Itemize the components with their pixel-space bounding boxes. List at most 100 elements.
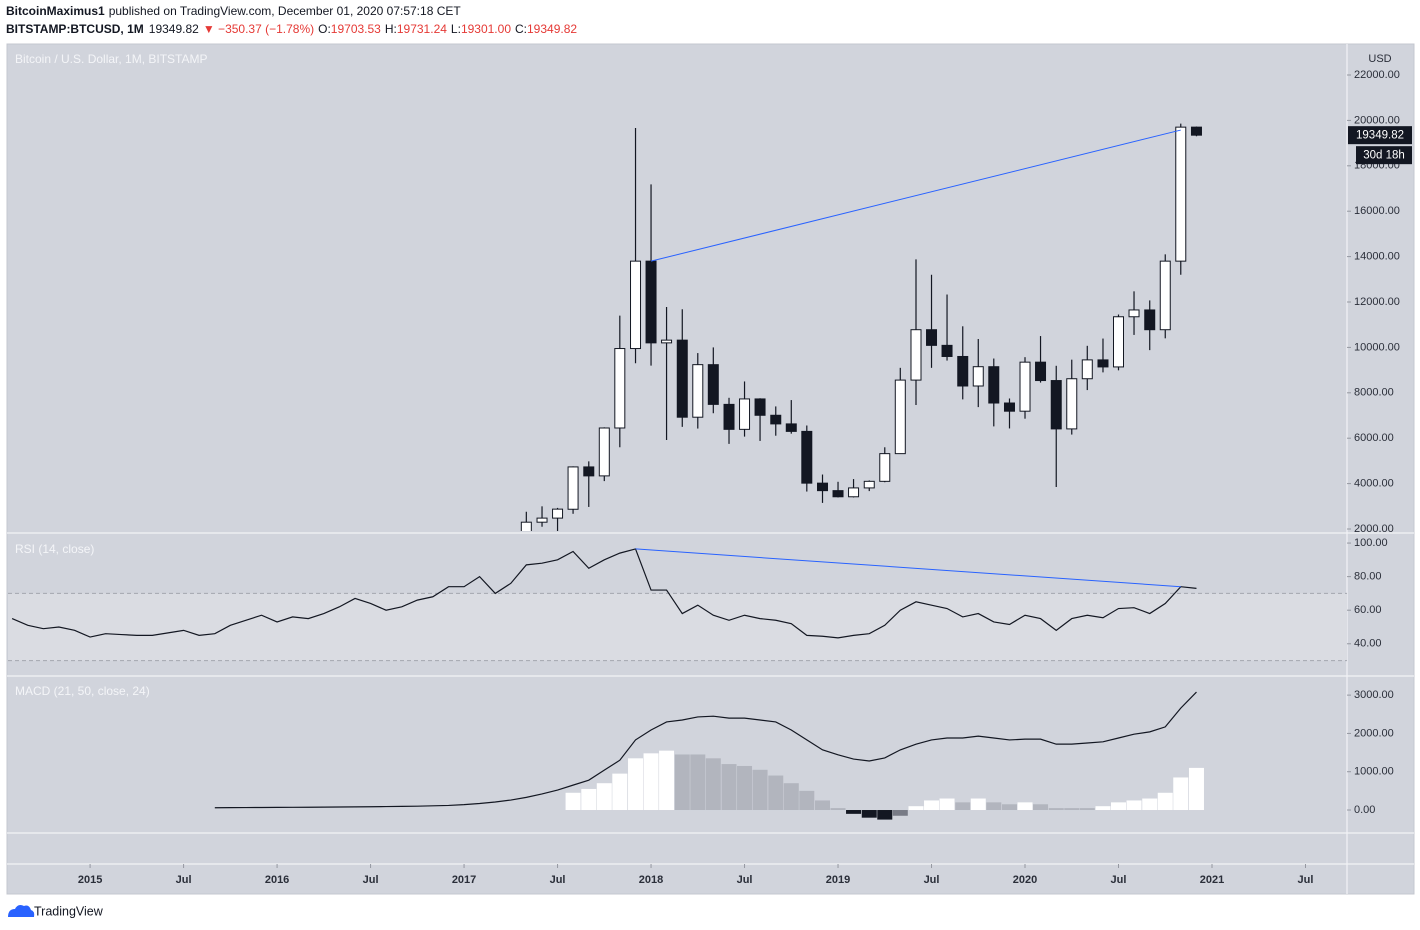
candle-body: [739, 398, 751, 430]
x-tick-label: Jul: [363, 874, 379, 886]
histogram-bar: [892, 810, 908, 816]
x-tick-label: Jul: [550, 874, 566, 886]
candle-body: [583, 466, 595, 477]
candle-body: [661, 339, 673, 344]
histogram-bar: [908, 806, 924, 811]
y-tick-label: 6000.00: [1354, 432, 1394, 444]
candle-body: [1159, 260, 1171, 331]
candle-body: [520, 521, 532, 531]
trendline: [650, 129, 1181, 262]
histogram-bar: [752, 769, 768, 811]
ohlc-value: 19349.82: [527, 22, 577, 36]
histogram-bar: [628, 758, 644, 811]
publish-line: BitcoinMaximus1 published on TradingView.…: [6, 4, 461, 18]
candle-body: [879, 453, 891, 482]
candle-body: [1003, 402, 1015, 412]
candle-body: [941, 344, 953, 357]
pane: [520, 123, 1202, 531]
candle-body: [707, 364, 719, 405]
ohlc-key: O:: [318, 22, 331, 36]
ohlc-value: 19703.53: [331, 22, 381, 36]
histogram-bar: [1142, 798, 1158, 811]
candle-body: [1175, 126, 1187, 262]
histogram-bar: [612, 773, 628, 811]
logo-icon: [8, 905, 35, 917]
tradingview-logo: [8, 905, 35, 917]
histogram-bar: [939, 798, 955, 811]
histogram-bar: [1079, 808, 1095, 811]
candle-body: [598, 427, 610, 477]
candle-body: [1097, 359, 1109, 368]
histogram-bar: [877, 810, 893, 820]
histogram-bar: [596, 783, 612, 811]
candle-body: [817, 482, 829, 492]
y-tick-label: 1000.00: [1354, 766, 1394, 778]
candle-body: [1144, 309, 1156, 331]
histogram-bar: [1095, 806, 1111, 811]
last-price-box: [1348, 126, 1412, 145]
pane-title: Bitcoin / U.S. Dollar, 1M, BITSTAMP: [15, 52, 208, 66]
histogram-bar: [815, 800, 831, 811]
y-tick-label: 14000.00: [1354, 251, 1400, 263]
candle-body: [614, 348, 626, 429]
trendline: [635, 548, 1181, 588]
histogram-bar: [737, 765, 753, 811]
ohlc-value: 19731.24: [397, 22, 447, 36]
histogram-bar: [565, 792, 581, 811]
histogram-bar: [1064, 808, 1080, 811]
published-text: published on TradingView.com, December 0…: [109, 4, 462, 18]
histogram-bar: [970, 798, 986, 811]
candle-body: [1035, 361, 1047, 382]
ohlc-value: 19301.00: [461, 22, 511, 36]
histogram-bar: [799, 790, 815, 811]
histogram-bar: [581, 788, 597, 811]
candle-body: [785, 423, 797, 432]
candle-body: [676, 339, 688, 418]
candle-body: [723, 403, 735, 430]
histogram-bar: [846, 810, 862, 814]
currency: USD: [1368, 53, 1391, 65]
histogram-bar: [861, 810, 877, 818]
histogram-bar: [721, 764, 737, 811]
histogram-bar: [643, 753, 659, 811]
x-tick-label: 2017: [452, 874, 476, 886]
histogram-bar: [783, 783, 799, 811]
histogram-bar: [1173, 777, 1189, 811]
x-tick-label: Jul: [1111, 874, 1127, 886]
candle-body: [1113, 316, 1125, 368]
symbol-line: BITSTAMP:BTCUSD, 1M 19349.82 ▼ −350.37 (−1…: [6, 22, 577, 36]
candle-body: [630, 260, 642, 350]
x-tick-label: Jul: [176, 874, 192, 886]
candle-body: [692, 364, 704, 418]
countdown-box: [1356, 146, 1412, 165]
y-tick-label: 3000.00: [1354, 689, 1394, 701]
x-tick-label: Jul: [924, 874, 940, 886]
y-tick-label: 2000.00: [1354, 523, 1394, 535]
y-tick-label: 22000.00: [1354, 69, 1400, 81]
candle-body: [1050, 380, 1062, 430]
x-tick-label: 2015: [78, 874, 102, 886]
x-tick-label: 2020: [1013, 874, 1037, 886]
histogram-bar: [1048, 808, 1064, 811]
histogram-bar: [1157, 792, 1173, 811]
candle-body: [910, 329, 922, 381]
pane-title: RSI (14, close): [15, 542, 94, 556]
candle-body: [801, 430, 813, 484]
candle-body: [1019, 361, 1031, 412]
histogram-bar: [1188, 767, 1204, 811]
candle-body: [848, 487, 860, 498]
last-price-label: 19349.82: [1356, 130, 1404, 142]
countdown-label: 30d 18h: [1363, 150, 1405, 162]
symbol: BITSTAMP:BTCUSD, 1M: [6, 22, 144, 36]
histogram-bar: [1033, 804, 1049, 811]
y-tick-label: 2000.00: [1354, 727, 1394, 739]
last-price: 19349.82: [149, 22, 199, 36]
pane-title: MACD (21, 50, close, 24): [15, 684, 150, 698]
pane: [214, 691, 1204, 820]
candle-body: [552, 508, 564, 519]
histogram-bar: [768, 775, 784, 811]
histogram-bar: [659, 750, 675, 811]
ohlc-key: C:: [515, 22, 527, 36]
candle-body: [894, 379, 906, 455]
candle-body: [957, 355, 969, 387]
